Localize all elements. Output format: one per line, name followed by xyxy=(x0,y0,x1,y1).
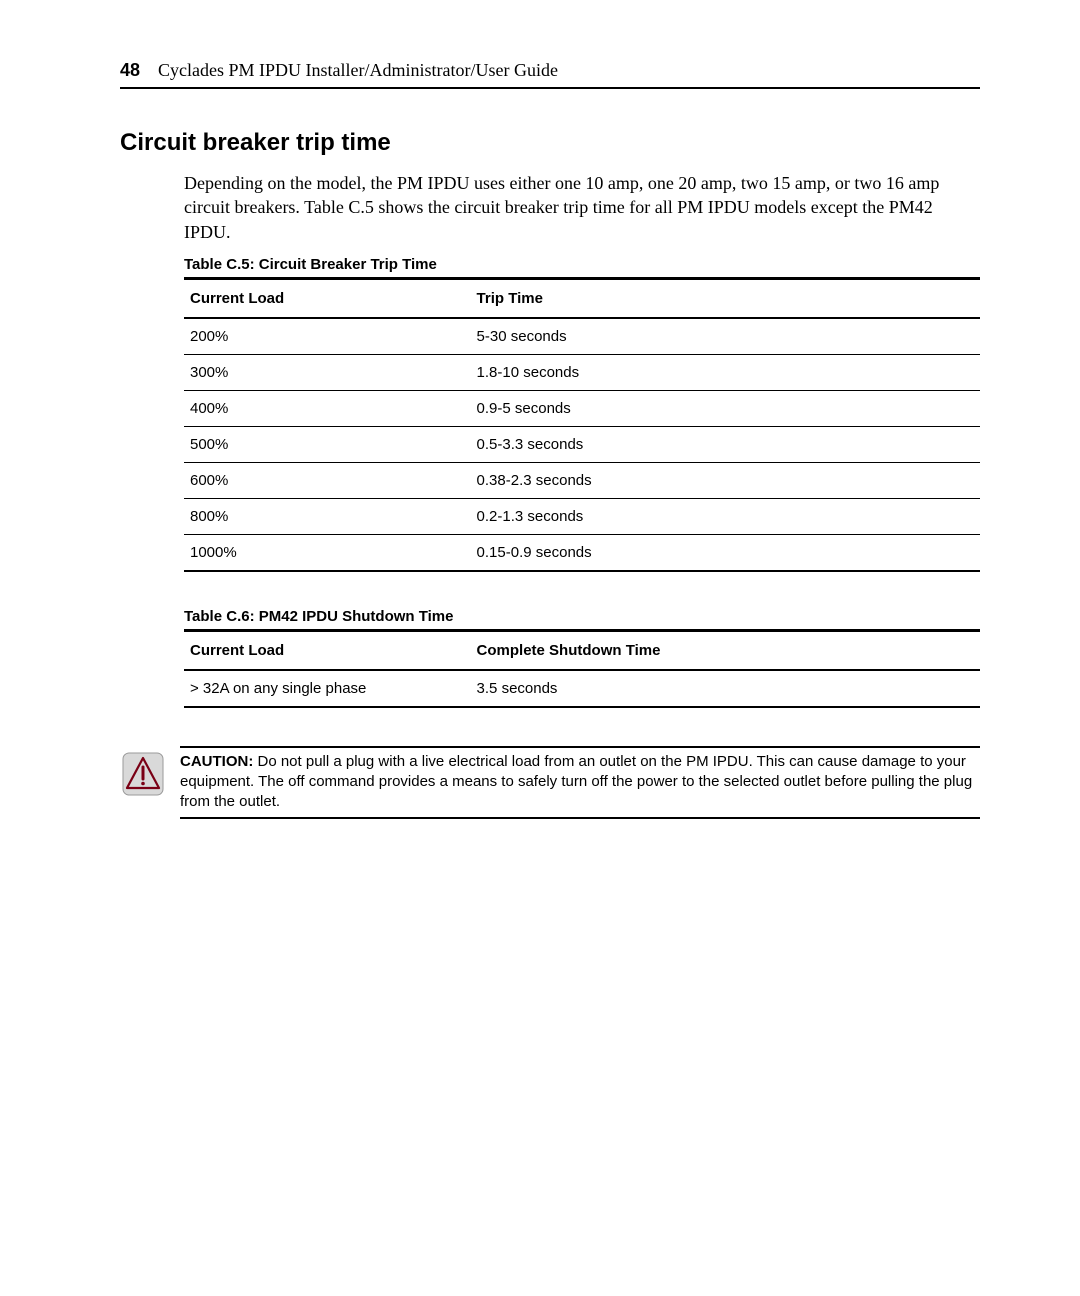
table-c6: Current Load Complete Shutdown Time > 32… xyxy=(184,629,980,708)
table-header-cell: Complete Shutdown Time xyxy=(471,630,980,670)
table-header-cell: Trip Time xyxy=(471,278,980,318)
table-cell: 300% xyxy=(184,354,471,390)
table-cell: 600% xyxy=(184,462,471,498)
table-cell: 0.9-5 seconds xyxy=(471,390,980,426)
document-title: Cyclades PM IPDU Installer/Administrator… xyxy=(158,60,558,81)
table-header-cell: Current Load xyxy=(184,278,471,318)
table-cell: 0.15-0.9 seconds xyxy=(471,534,980,571)
table-c5: Current Load Trip Time 200% 5-30 seconds… xyxy=(184,277,980,572)
table-cell: 1.8-10 seconds xyxy=(471,354,980,390)
table-row: 400% 0.9-5 seconds xyxy=(184,390,980,426)
table-header-cell: Current Load xyxy=(184,630,471,670)
table-cell: 400% xyxy=(184,390,471,426)
table-cell: > 32A on any single phase xyxy=(184,670,471,707)
caution-label: CAUTION: xyxy=(180,753,253,770)
table-header-row: Current Load Trip Time xyxy=(184,278,980,318)
table-row: 500% 0.5-3.3 seconds xyxy=(184,426,980,462)
table-cell: 0.2-1.3 seconds xyxy=(471,498,980,534)
table-row: > 32A on any single phase 3.5 seconds xyxy=(184,670,980,707)
table-cell: 5-30 seconds xyxy=(471,318,980,355)
table-row: 600% 0.38-2.3 seconds xyxy=(184,462,980,498)
page-number: 48 xyxy=(120,60,140,81)
caution-text: CAUTION: Do not pull a plug with a live … xyxy=(180,746,980,819)
table-row: 1000% 0.15-0.9 seconds xyxy=(184,534,980,571)
table-cell: 200% xyxy=(184,318,471,355)
caution-block: CAUTION: Do not pull a plug with a live … xyxy=(120,746,980,819)
table-cell: 800% xyxy=(184,498,471,534)
table-cell: 0.38-2.3 seconds xyxy=(471,462,980,498)
table-cell: 500% xyxy=(184,426,471,462)
caution-icon xyxy=(120,746,166,796)
table-header-row: Current Load Complete Shutdown Time xyxy=(184,630,980,670)
section-heading: Circuit breaker trip time xyxy=(120,129,980,157)
section-paragraph: Depending on the model, the PM IPDU uses… xyxy=(184,171,980,244)
caution-body: Do not pull a plug with a live electrica… xyxy=(180,753,972,811)
table-row: 300% 1.8-10 seconds xyxy=(184,354,980,390)
table-row: 200% 5-30 seconds xyxy=(184,318,980,355)
table-cell: 3.5 seconds xyxy=(471,670,980,707)
table-cell: 0.5-3.3 seconds xyxy=(471,426,980,462)
table-row: 800% 0.2-1.3 seconds xyxy=(184,498,980,534)
table-c6-caption: Table C.6: PM42 IPDU Shutdown Time xyxy=(184,608,980,625)
page-header: 48 Cyclades PM IPDU Installer/Administra… xyxy=(120,60,980,89)
table-c5-caption: Table C.5: Circuit Breaker Trip Time xyxy=(184,256,980,273)
table-cell: 1000% xyxy=(184,534,471,571)
